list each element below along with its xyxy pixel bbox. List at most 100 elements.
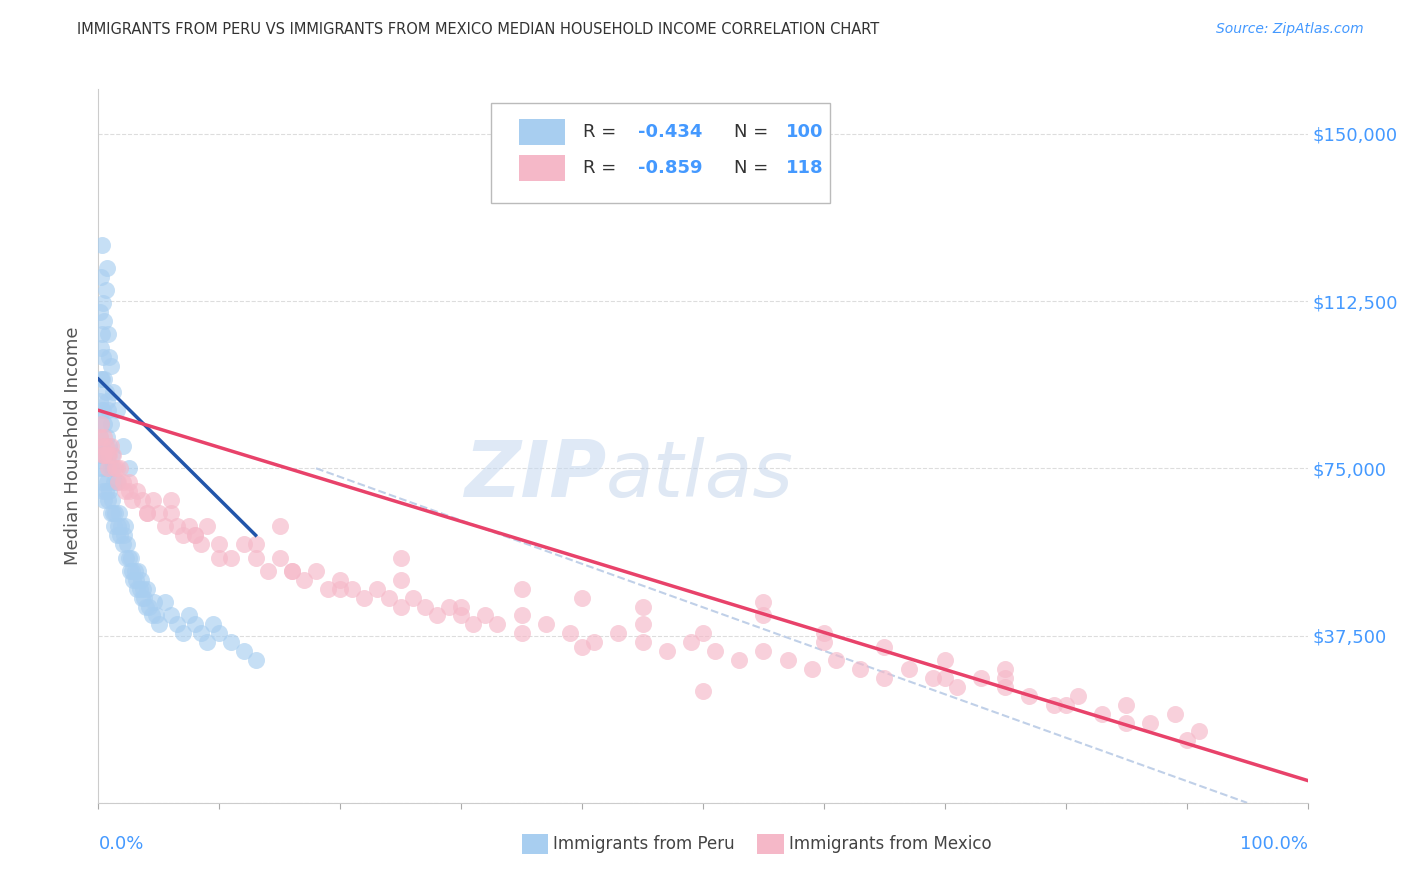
Text: N =: N = bbox=[734, 159, 775, 177]
Point bbox=[91, 372, 114, 386]
Point bbox=[571, 591, 593, 605]
Point bbox=[934, 671, 956, 685]
Point bbox=[389, 550, 412, 565]
Bar bbox=[522, 834, 548, 855]
Point bbox=[1115, 698, 1137, 712]
Point bbox=[90, 417, 112, 431]
Point bbox=[510, 608, 533, 623]
Point bbox=[89, 394, 111, 409]
Point bbox=[692, 684, 714, 698]
Point bbox=[166, 519, 188, 533]
Point bbox=[474, 608, 496, 623]
Point bbox=[631, 617, 654, 632]
Point bbox=[98, 483, 121, 498]
Point bbox=[692, 626, 714, 640]
Point bbox=[269, 519, 291, 533]
Point bbox=[1018, 689, 1040, 703]
Point bbox=[122, 573, 145, 587]
Point bbox=[114, 519, 136, 533]
Point bbox=[97, 448, 120, 462]
Point bbox=[105, 475, 128, 489]
Point bbox=[96, 448, 118, 462]
Point bbox=[91, 475, 114, 489]
Text: 118: 118 bbox=[786, 159, 824, 177]
Bar bbox=[519, 155, 565, 180]
Point bbox=[120, 550, 142, 565]
Point bbox=[934, 653, 956, 667]
Point bbox=[510, 626, 533, 640]
Point bbox=[141, 608, 163, 623]
Point bbox=[921, 671, 943, 685]
Point bbox=[93, 430, 115, 444]
Point bbox=[132, 582, 155, 596]
Point bbox=[135, 582, 157, 596]
Point bbox=[129, 573, 152, 587]
Point bbox=[97, 403, 120, 417]
Point bbox=[108, 461, 131, 475]
Point bbox=[776, 653, 799, 667]
Point bbox=[91, 403, 114, 417]
Point bbox=[108, 506, 131, 520]
Point bbox=[118, 564, 141, 578]
FancyBboxPatch shape bbox=[492, 103, 830, 203]
Point bbox=[96, 394, 118, 409]
Point bbox=[93, 417, 115, 431]
Point bbox=[269, 550, 291, 565]
Point bbox=[128, 582, 150, 596]
Point bbox=[91, 238, 114, 252]
Text: R =: R = bbox=[583, 123, 623, 141]
Point bbox=[172, 528, 194, 542]
Point bbox=[994, 680, 1017, 694]
Point bbox=[160, 608, 183, 623]
Point bbox=[179, 519, 201, 533]
Point bbox=[94, 283, 117, 297]
Point bbox=[91, 296, 114, 310]
Point bbox=[281, 564, 304, 578]
Point bbox=[305, 564, 328, 578]
Point bbox=[96, 260, 118, 275]
Text: -0.859: -0.859 bbox=[638, 159, 702, 177]
Point bbox=[91, 439, 114, 453]
Point bbox=[100, 439, 122, 453]
Point bbox=[101, 385, 124, 400]
Point bbox=[101, 448, 124, 462]
Point bbox=[93, 492, 115, 507]
Point bbox=[100, 448, 122, 462]
Text: ZIP: ZIP bbox=[464, 436, 606, 513]
Point bbox=[463, 617, 485, 632]
Point bbox=[111, 537, 134, 551]
Point bbox=[800, 662, 823, 676]
Point bbox=[1067, 689, 1090, 703]
Point bbox=[849, 662, 872, 676]
Point bbox=[100, 461, 122, 475]
Point bbox=[107, 519, 129, 533]
Point bbox=[202, 617, 225, 632]
Point bbox=[111, 439, 134, 453]
Point bbox=[704, 644, 727, 658]
Point bbox=[127, 483, 149, 498]
Point bbox=[89, 461, 111, 475]
Point bbox=[195, 635, 218, 649]
Point bbox=[160, 506, 183, 520]
Point bbox=[426, 608, 449, 623]
Point bbox=[184, 528, 207, 542]
Point bbox=[281, 564, 304, 578]
Point bbox=[118, 475, 141, 489]
Text: -0.434: -0.434 bbox=[638, 123, 702, 141]
Point bbox=[208, 537, 231, 551]
Point bbox=[100, 506, 122, 520]
Point bbox=[93, 448, 115, 462]
Point bbox=[873, 671, 896, 685]
Point bbox=[104, 506, 127, 520]
Point bbox=[245, 653, 267, 667]
Point bbox=[970, 671, 993, 685]
Point bbox=[160, 492, 183, 507]
Point bbox=[1042, 698, 1064, 712]
Point bbox=[107, 475, 129, 489]
Point bbox=[112, 528, 135, 542]
Point bbox=[127, 582, 149, 596]
Point bbox=[1091, 706, 1114, 721]
Point bbox=[134, 591, 156, 605]
Point bbox=[91, 448, 114, 462]
Text: 100: 100 bbox=[786, 123, 824, 141]
